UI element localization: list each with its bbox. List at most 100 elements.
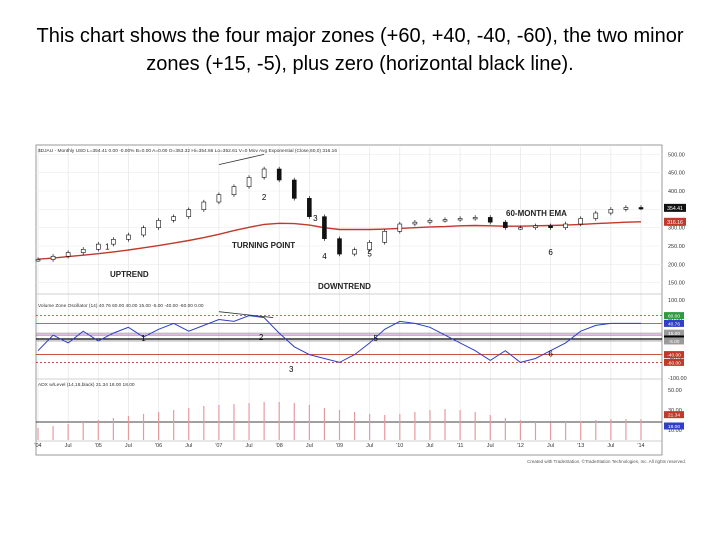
price-candle: [50, 255, 56, 260]
level-label-box: [664, 319, 684, 327]
annotation-label: 2: [262, 193, 267, 202]
annotation-label: DOWNTREND: [318, 282, 371, 291]
oscillator-panel-header: Volume Zone Oscillator (14) 40.76 60.00 …: [38, 303, 204, 309]
x-tick-label: '08: [276, 443, 283, 449]
price-candle: [96, 243, 101, 250]
price-candle: [231, 186, 237, 195]
slide-title: This chart shows the four major zones (+…: [36, 25, 684, 75]
x-tick-label: '11: [457, 443, 464, 449]
x-tick-label: '05: [95, 443, 102, 449]
price-y-tick-label: 200.00: [668, 262, 685, 268]
price-candle: [352, 249, 357, 255]
price-y-tick-label: 450.00: [668, 171, 685, 177]
annotation-label: 4: [322, 252, 327, 261]
x-tick-label: Jul: [185, 443, 192, 449]
annotation-label: 1: [105, 243, 110, 252]
oscillator-annotation-label: 6: [548, 350, 553, 359]
adx-label-text: 21.34: [668, 413, 680, 419]
x-tick-label: Jul: [487, 443, 494, 449]
price-label-box: [664, 203, 686, 212]
price-candle: [608, 209, 614, 214]
price-candle: [518, 227, 523, 230]
level-label-box: [664, 312, 684, 320]
price-candle: [322, 216, 327, 239]
level-label-text: -5.00: [669, 339, 680, 345]
annotation-label: 6: [548, 248, 553, 257]
x-tick-label: Jul: [607, 443, 614, 449]
annotation-label: 5: [367, 249, 372, 258]
price-candle: [457, 218, 463, 221]
oscillator-y-tick-label: -100.00: [668, 376, 687, 382]
price-y-tick-label: 500.00: [668, 152, 685, 158]
price-y-tick-label: 400.00: [668, 189, 685, 195]
trendline-sketch: [218, 153, 265, 165]
price-candle: [442, 219, 448, 222]
x-tick-label: Jul: [366, 443, 373, 449]
price-candle: [593, 212, 599, 219]
x-tick-label: Jul: [246, 443, 253, 449]
oscillator-line: [37, 315, 641, 363]
price-label-text: 316.16: [667, 220, 683, 226]
price-candle: [65, 252, 71, 257]
adx-y-tick-label: 50.00: [668, 388, 682, 394]
price-candle: [35, 259, 41, 262]
level-label-text: 15.00: [668, 331, 680, 337]
trendline-sketch: [218, 311, 274, 318]
price-candle: [427, 220, 433, 223]
x-tick-label: '10: [396, 443, 403, 449]
price-candle: [261, 168, 267, 178]
price-candle: [382, 231, 388, 243]
x-tick-label: Jul: [125, 443, 132, 449]
adx-label-box: [664, 422, 684, 430]
price-candle: [216, 194, 222, 203]
annotation-label: UPTREND: [110, 270, 149, 279]
price-panel-header: $DJAU - Monthly USD L=354.41 0.00 -0.00%…: [38, 148, 337, 154]
x-tick-label: Jul: [426, 443, 433, 449]
level-label-box: [664, 337, 684, 345]
x-tick-label: Jul: [306, 443, 313, 449]
chart-frame: [35, 144, 663, 456]
price-candle: [487, 217, 493, 223]
price-candle: [156, 220, 161, 228]
price-y-tick-label: 250.00: [668, 244, 685, 250]
annotation-label: 60-MONTH EMA: [506, 209, 567, 218]
price-candle: [638, 207, 644, 210]
price-candle: [337, 238, 342, 255]
annotation-label: 3: [313, 214, 318, 223]
adx-panel-header: ADX w/Level (14,18,black) 21.34 18.00 18…: [38, 382, 135, 388]
price-candle: [548, 225, 553, 228]
price-candle: [291, 179, 297, 199]
x-tick-label: '13: [577, 443, 584, 449]
price-candle: [80, 249, 86, 253]
price-candle: [171, 216, 176, 221]
oscillator-annotation-label: 5: [373, 334, 378, 343]
price-candle: [246, 177, 252, 187]
price-y-tick-label: 150.00: [668, 281, 685, 287]
adx-y-tick-label: 10.00: [668, 428, 682, 434]
x-tick-label: Jul: [65, 443, 72, 449]
x-tick-label: '06: [155, 443, 162, 449]
annotation-label: TURNING POINT: [232, 241, 295, 250]
level-label-text: -60.00: [667, 360, 681, 366]
price-candle: [472, 217, 478, 220]
adx-label-text: 18.00: [668, 424, 680, 430]
price-candle: [186, 209, 192, 217]
price-candle: [367, 242, 372, 250]
price-candle: [126, 234, 131, 240]
oscillator-y-tick-label: 100.00: [668, 298, 685, 304]
level-label-box: [664, 351, 684, 359]
x-tick-label: '14: [637, 443, 644, 449]
oscillator-annotation-label: 2: [259, 333, 264, 342]
adx-label-box: [664, 411, 684, 419]
price-candle: [533, 225, 538, 228]
level-label-text: -40.00: [667, 353, 681, 359]
price-candle: [503, 221, 508, 228]
level-label-box: [664, 358, 684, 366]
adx-y-tick-label: 30.00: [668, 408, 682, 414]
price-label-box: [664, 217, 686, 226]
price-candle: [111, 239, 116, 245]
price-candle: [578, 218, 584, 225]
x-tick-label: '09: [336, 443, 343, 449]
price-candle: [141, 227, 146, 236]
